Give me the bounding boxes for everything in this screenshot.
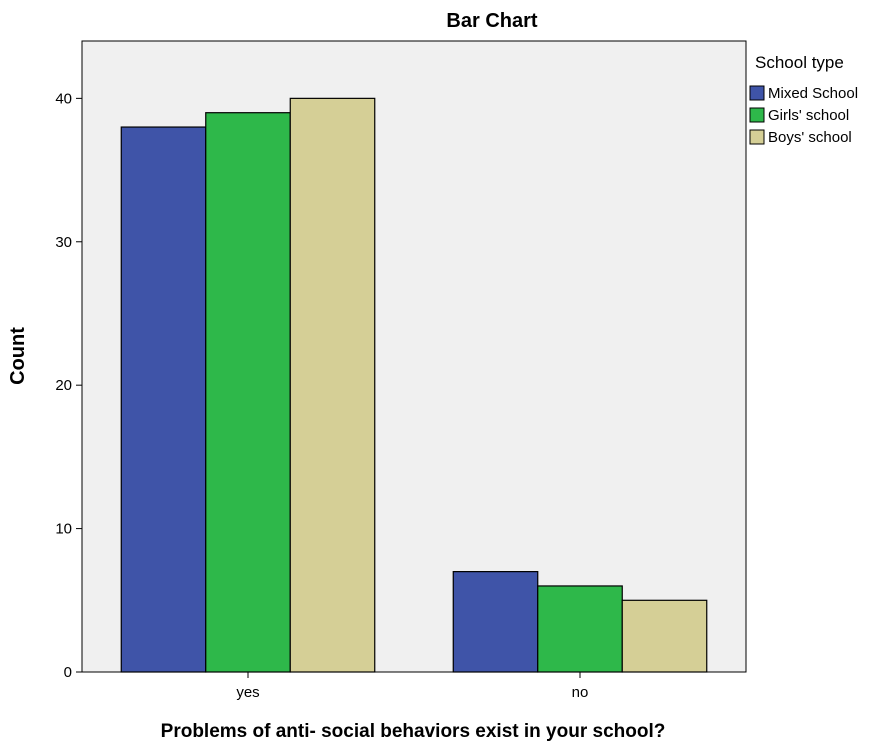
x-axis-label: Problems of anti- social behaviors exist… bbox=[161, 721, 666, 742]
bar-boys-school-no bbox=[621, 599, 708, 673]
chart-title: Bar Chart bbox=[446, 10, 537, 32]
legend: School type Mixed School Girls' school Boy… bbox=[749, 53, 858, 146]
legend-swatch bbox=[749, 85, 765, 101]
legend-swatch bbox=[749, 129, 765, 145]
y-axis-label: Count bbox=[7, 327, 29, 385]
legend-title: School type bbox=[755, 53, 844, 72]
y-tick-label: 0 bbox=[64, 664, 72, 681]
legend-swatch bbox=[749, 107, 765, 123]
x-tick-label: yes bbox=[236, 684, 259, 701]
bar-mixed-school-yes bbox=[120, 126, 207, 673]
x-tick-label: no bbox=[572, 684, 589, 701]
bar-series-group bbox=[120, 97, 708, 673]
bar-mixed-school-no bbox=[452, 571, 539, 673]
y-tick-label: 40 bbox=[55, 90, 72, 107]
legend-label: Mixed School bbox=[768, 85, 858, 102]
x-axis: yes no bbox=[236, 672, 588, 701]
legend-label: Boys' school bbox=[768, 129, 852, 146]
bar-girls-school-yes bbox=[205, 112, 291, 673]
bar-boys-school-yes bbox=[289, 97, 376, 673]
y-axis: 0 10 20 30 40 bbox=[55, 90, 82, 681]
y-tick-label: 20 bbox=[55, 377, 72, 394]
bar-girls-school-no bbox=[537, 585, 623, 673]
legend-label: Girls' school bbox=[768, 107, 849, 124]
y-tick-label: 30 bbox=[55, 234, 72, 251]
y-tick-label: 10 bbox=[55, 521, 72, 538]
